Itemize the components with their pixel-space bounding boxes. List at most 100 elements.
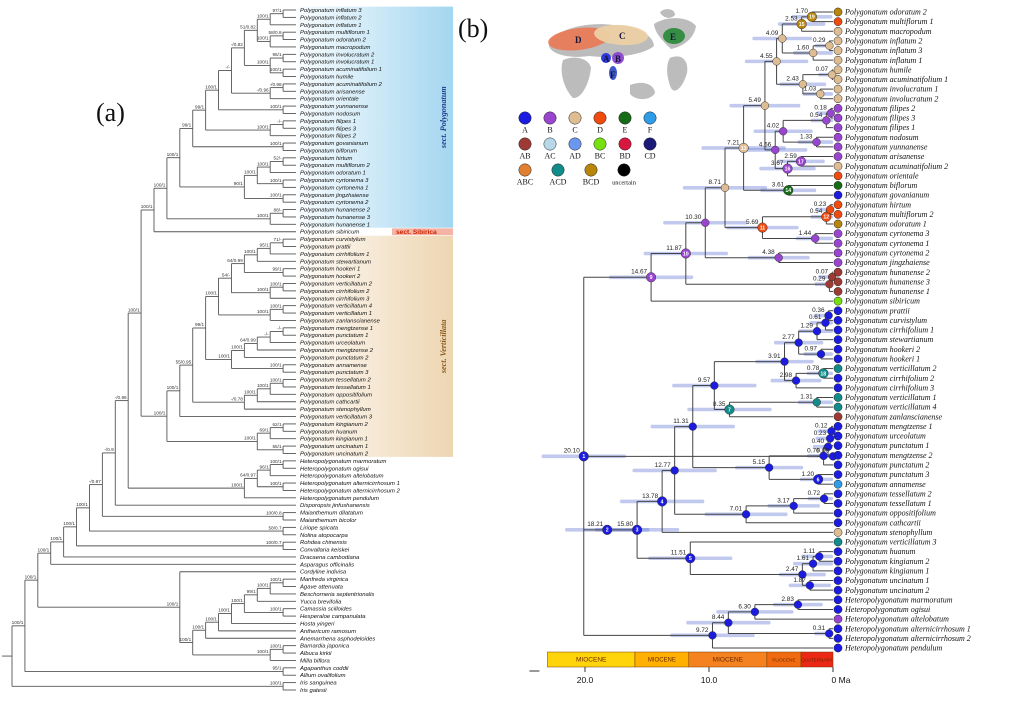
support-label: 100/1 — [257, 161, 269, 166]
tip-area-dot — [833, 94, 843, 104]
tip-area-dot — [833, 393, 843, 402]
support-label: 100/1 — [154, 410, 166, 415]
tip-label: Polygonatum inflatum 1 — [844, 56, 922, 65]
tip-area-dot — [833, 479, 843, 489]
tip-label: Polygonatum yunnanense — [844, 143, 928, 152]
tip-label: Polygonatum orientale — [300, 97, 359, 103]
tip-label: Polygonatum hunanense 3 — [844, 277, 930, 286]
tip-area-dot — [833, 325, 843, 335]
node-number: 11 — [760, 226, 766, 232]
node-number: 15 — [799, 22, 805, 28]
internal-node-circle — [824, 311, 833, 320]
node-age-label: 8.35 — [713, 401, 726, 408]
node-number: 5 — [689, 556, 692, 562]
tip-label: Anthericum ramosum — [299, 629, 356, 635]
tip-label: Polygonatum macropodum — [300, 45, 370, 51]
tip-label: Camassia scilloides — [300, 607, 352, 613]
legend-dot — [593, 137, 607, 151]
support-label: -/0.96 — [115, 395, 127, 400]
node-age-label: 0.18 — [814, 105, 827, 112]
legend-label: ACD — [550, 178, 567, 187]
tip-label: Rohdea chinensis — [300, 540, 347, 546]
support-label: 100/1 — [218, 608, 230, 613]
internal-node-circle — [795, 156, 806, 167]
internal-node-circle — [578, 451, 589, 462]
tip-label: Polygonatum inflatum 3 — [844, 46, 922, 55]
tip-label: Yucca brevifolia — [300, 599, 342, 605]
tip-area-dot — [833, 335, 843, 344]
tip-label: Polygonatum kingianum 2 — [844, 557, 929, 566]
internal-node-circle — [798, 80, 808, 89]
tip-area-dot — [833, 65, 843, 75]
tip-label: Polygonatum cyrtonema 1 — [300, 185, 368, 191]
node-age-label: 1.11 — [803, 548, 815, 555]
legend-dot — [568, 137, 582, 151]
support-label: 95/1 — [272, 666, 282, 671]
node-age-label: 0.54 — [810, 208, 823, 215]
internal-node-circle — [813, 474, 824, 485]
tip-label: Polygonatum urceolatum — [300, 341, 365, 347]
support-label: 100/1 — [257, 13, 269, 18]
tip-area-dot — [833, 614, 843, 624]
internal-node-circle — [821, 318, 830, 327]
support-label: 100/1 — [167, 601, 179, 606]
internal-node-circle — [791, 376, 801, 385]
tip-area-dot — [833, 104, 843, 113]
tip-area-dot — [833, 26, 843, 36]
internal-node-circle — [823, 442, 833, 451]
support-label: 64/0.99 — [227, 258, 243, 263]
tip-label: Polygonatum cyrtonema 3 — [300, 178, 369, 184]
tip-label: Polygonatum filipes 2 — [300, 134, 357, 140]
internal-node-circle — [779, 127, 788, 136]
support-label: 100/0.8 — [266, 511, 282, 516]
node-age-label: 1.29 — [801, 323, 814, 330]
node-age-label: 10.30 — [685, 214, 701, 221]
internal-node-circle — [710, 381, 719, 390]
tip-area-dot — [833, 605, 843, 614]
node-age-label: 4.09 — [766, 30, 779, 37]
tip-label: Polygonatum sibiricum — [844, 297, 920, 306]
legend-label: CD — [644, 152, 655, 161]
tip-label: Polygonatum odoratum 1 — [844, 220, 927, 229]
node-age-label: 3.17 — [777, 497, 790, 504]
support-label: 100/1 — [244, 436, 256, 441]
support-label: 100/1 — [167, 385, 179, 390]
tip-label: Polygonatum stenophyllum — [300, 407, 371, 413]
tip-label: Polygonatum arisanense — [300, 89, 366, 95]
internal-node-circle — [793, 600, 803, 609]
internal-node-circle — [794, 338, 803, 347]
panel-a-label: (a) — [96, 98, 125, 127]
node-age-label: 1.61 — [797, 555, 810, 562]
support-label: 100/1 — [257, 383, 269, 388]
tip-label: Polygonatum uncinatum 2 — [844, 586, 929, 595]
node-age-label: 7.21 — [727, 139, 740, 146]
support-label: 100/1 — [270, 67, 282, 72]
support-label: 100/1 — [270, 104, 282, 109]
support-label: 100/1 — [270, 304, 282, 309]
node-number: 14 — [785, 188, 791, 194]
legend-label: D — [597, 126, 603, 135]
tip-label: Polygonatum acuminatifolium 1 — [300, 67, 382, 73]
tip-label: Polygonatum stenophyllum — [844, 528, 933, 537]
tip-label: Heteropolygonatum marmoratum — [300, 459, 387, 465]
support-label: 62/1 — [272, 422, 282, 427]
node-age-label: 0.78 — [807, 365, 820, 372]
internal-node-circle — [816, 349, 826, 359]
internal-node-circle — [809, 48, 818, 58]
internal-node-circle — [772, 57, 781, 66]
internal-node-circle — [819, 451, 828, 461]
tip-label: Nolina atopocarpa — [300, 533, 349, 539]
tip-area-dot — [833, 161, 843, 171]
support-label: 100/0.7 — [266, 540, 282, 545]
node-age-label: 2.83 — [781, 596, 794, 603]
internal-node-circle — [780, 357, 789, 366]
support-label: 100/1 — [63, 521, 75, 526]
node-age-label: 0.29 — [813, 276, 826, 283]
node-age-label: 5.49 — [748, 97, 761, 104]
tip-label: Polygonatum odoratum 2 — [300, 38, 367, 44]
node-age-label: 2.47 — [786, 566, 799, 573]
internal-node-circle — [827, 70, 837, 79]
support-label: 100/1 — [257, 124, 269, 129]
support-label: 100/1 — [205, 291, 217, 296]
tip-area-dot — [833, 123, 843, 132]
